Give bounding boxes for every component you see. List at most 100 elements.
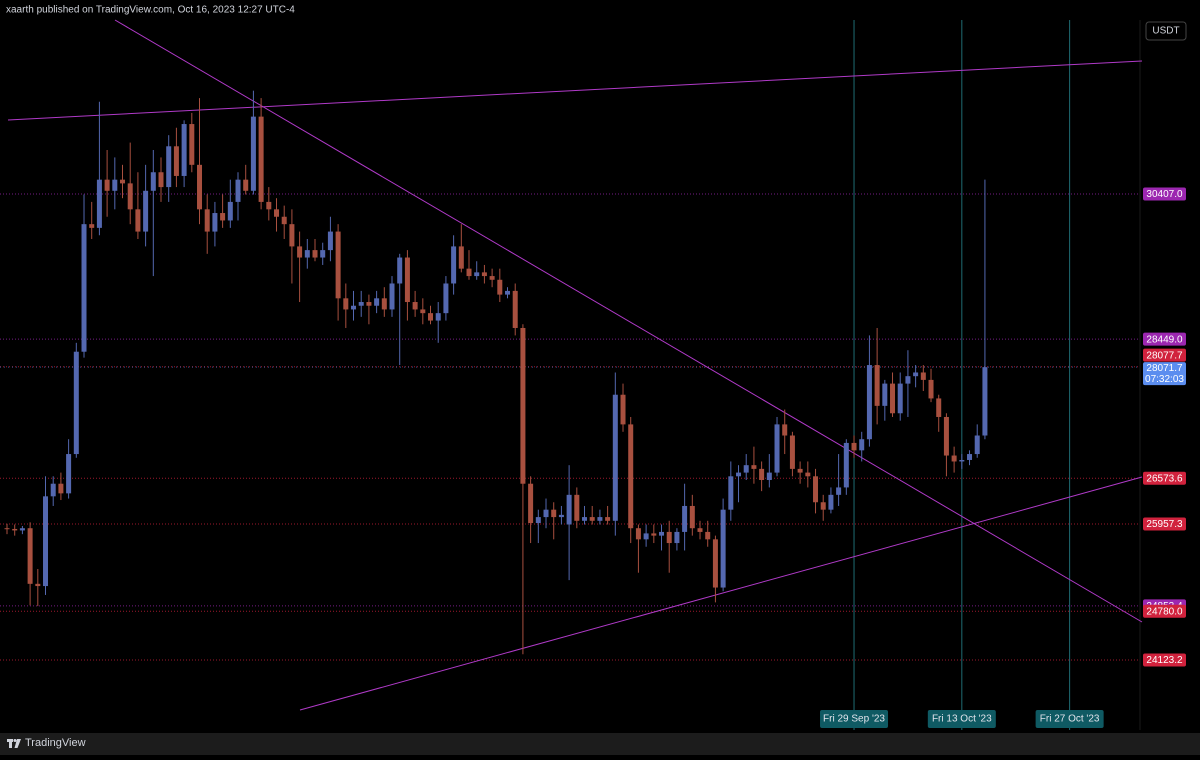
candle-body bbox=[96, 179, 102, 228]
candle-body bbox=[959, 459, 965, 462]
candle-body bbox=[666, 531, 672, 544]
trend-line bbox=[114, 19, 1143, 623]
currency-label: USDT bbox=[1152, 26, 1179, 37]
candle-body bbox=[551, 509, 557, 518]
candles bbox=[4, 90, 988, 655]
candle-body bbox=[697, 528, 703, 532]
candle-body bbox=[235, 179, 241, 202]
candle-body bbox=[158, 172, 164, 188]
candle-body bbox=[805, 472, 811, 477]
candle-body bbox=[150, 172, 156, 191]
last-price-box bbox=[1143, 362, 1186, 386]
level-label: 28077.7 bbox=[1146, 350, 1183, 361]
footer-logo bbox=[7, 739, 21, 748]
time-label-box bbox=[927, 710, 996, 728]
candle-body bbox=[674, 531, 680, 544]
candle-body bbox=[736, 472, 742, 477]
candle-body bbox=[882, 383, 888, 406]
candle-body bbox=[712, 539, 718, 588]
candle-body bbox=[304, 250, 310, 258]
level-label: 24123.2 bbox=[1146, 655, 1183, 666]
candle-body bbox=[497, 279, 503, 295]
level-label-box bbox=[1143, 517, 1186, 531]
candle-body bbox=[166, 146, 172, 188]
candle-body bbox=[720, 509, 726, 588]
candle-body bbox=[212, 213, 218, 232]
candle-body bbox=[458, 246, 464, 269]
candle-body bbox=[897, 383, 903, 414]
level-label-box bbox=[1143, 604, 1186, 618]
candle-body bbox=[351, 305, 357, 310]
candle-body bbox=[874, 365, 880, 406]
candle-body bbox=[4, 528, 10, 530]
candle-body bbox=[474, 272, 480, 277]
candle-body bbox=[27, 528, 33, 584]
level-label-box bbox=[1143, 653, 1186, 667]
candle-body bbox=[481, 272, 487, 277]
candle-body bbox=[589, 517, 595, 521]
candle-body bbox=[81, 224, 87, 352]
candle-body bbox=[543, 509, 549, 518]
candle-body bbox=[227, 201, 233, 221]
last-price-countdown: 07:32:03 bbox=[1145, 374, 1184, 385]
candle-body bbox=[281, 216, 287, 225]
candle-body bbox=[389, 283, 395, 310]
candle-body bbox=[535, 517, 541, 524]
candle-body bbox=[628, 424, 634, 529]
candle-body bbox=[381, 298, 387, 310]
level-label: 30407.0 bbox=[1146, 189, 1183, 200]
candle-body bbox=[705, 531, 711, 540]
candle-body bbox=[943, 416, 949, 456]
candle-body bbox=[297, 246, 303, 258]
candle-body bbox=[343, 298, 349, 310]
candle-body bbox=[905, 376, 911, 384]
candle-body bbox=[612, 394, 618, 521]
candle-body bbox=[528, 483, 534, 524]
candle-body bbox=[920, 372, 926, 380]
level-label: 28449.0 bbox=[1146, 334, 1183, 345]
x-tick-label: Fri 29 Sep '23 bbox=[823, 714, 885, 725]
candle-body bbox=[327, 231, 333, 251]
trend-lines bbox=[7, 19, 1143, 711]
candle-body bbox=[374, 298, 380, 306]
candle-body bbox=[120, 179, 126, 184]
candle-body bbox=[836, 487, 842, 495]
candle-body bbox=[197, 164, 203, 210]
candle-body bbox=[243, 179, 249, 191]
trend-line bbox=[299, 476, 1143, 711]
candle-body bbox=[35, 583, 41, 587]
candle-body bbox=[320, 250, 326, 258]
candle-body bbox=[789, 435, 795, 469]
level-label-box bbox=[1143, 187, 1186, 201]
candle-body bbox=[843, 442, 849, 488]
candle-body bbox=[682, 505, 688, 532]
candle-body bbox=[820, 502, 826, 510]
candle-body bbox=[605, 517, 611, 521]
candle-body bbox=[104, 179, 110, 191]
candle-body bbox=[274, 209, 280, 217]
candle-body bbox=[43, 496, 49, 587]
time-label-box bbox=[820, 710, 889, 728]
candle-body bbox=[574, 494, 580, 521]
level-label-box bbox=[1143, 332, 1186, 346]
footer-brand: TradingView bbox=[25, 737, 86, 749]
level-label-box bbox=[1143, 471, 1186, 485]
candle-body bbox=[435, 313, 441, 321]
x-tick-label: Fri 13 Oct '23 bbox=[932, 714, 992, 725]
level-label-box bbox=[1143, 348, 1186, 362]
candle-body bbox=[143, 190, 149, 232]
candle-body bbox=[651, 533, 657, 536]
candle-body bbox=[50, 483, 56, 497]
candle-body bbox=[913, 372, 919, 377]
candle-body bbox=[774, 424, 780, 473]
candle-body bbox=[181, 124, 187, 176]
candle-body bbox=[220, 213, 226, 221]
candle-body bbox=[420, 309, 426, 314]
candle-body bbox=[597, 517, 603, 521]
candle-body bbox=[813, 476, 819, 503]
candle-body bbox=[936, 398, 942, 417]
candle-body bbox=[358, 302, 364, 306]
candle-body bbox=[951, 455, 957, 462]
